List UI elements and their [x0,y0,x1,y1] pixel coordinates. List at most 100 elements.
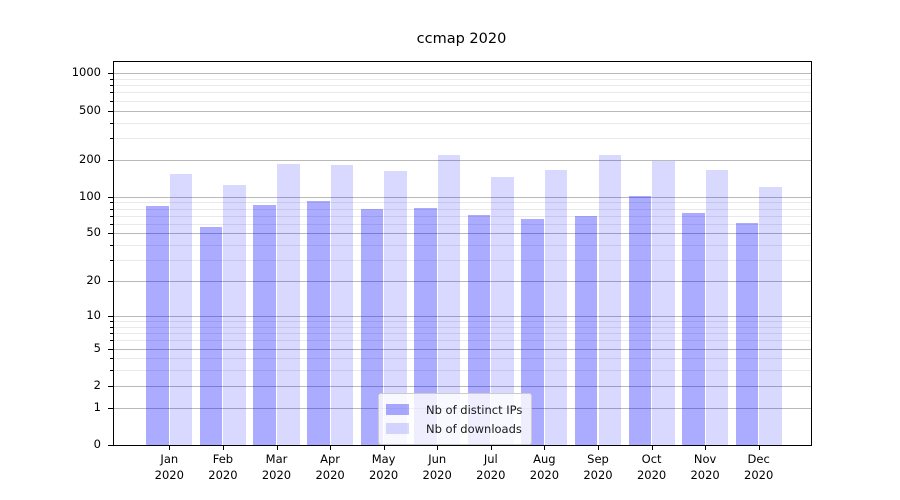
x-tick [651,446,653,450]
x-tick-label-year: 2020 [476,468,506,482]
bar-downloads-jul [491,177,514,445]
y-tick-label: 500 [79,102,101,117]
x-tick-label-month: Jun [428,452,447,466]
gridline-minor [114,326,811,328]
gridline-minor [114,202,811,204]
x-tick [544,446,546,450]
y-tick-label: 10 [86,308,101,322]
y-minor-tick [110,245,113,247]
y-minor-tick [110,223,113,225]
y-minor-tick [110,208,113,210]
x-tick [490,446,492,450]
x-tick [276,446,278,450]
x-tick [758,446,760,450]
y-minor-tick [110,122,113,124]
gridline-minor [114,260,811,262]
y-tick-label: 0 [93,437,101,451]
x-tick-label: Jun 2020 [405,451,469,483]
gridline-minor [114,340,811,342]
x-tick [383,446,385,450]
gridline-major [114,385,811,387]
x-tick-label-month: Sep [587,452,609,466]
bar-distinct-ips-jun [414,207,437,445]
x-tick-label-year: 2020 [529,468,560,482]
x-tick [705,446,707,450]
x-tick-label-year: 2020 [744,468,774,482]
bar-downloads-feb [223,184,246,445]
x-tick [169,446,171,450]
y-tick [108,385,113,387]
bar-downloads-jun [437,155,461,445]
bar-downloads-jan [169,174,193,445]
x-tick-label-year: 2020 [208,468,238,482]
gridline-major [114,233,811,235]
x-tick-label-month: Nov [693,452,717,466]
legend-item-downloads: Nb of downloads [386,419,522,438]
bar-distinct-ips-may [360,208,384,445]
y-minor-tick [110,78,113,80]
y-tick-label: 50 [86,225,101,240]
gridline-minor [114,78,811,80]
gridline-major [114,316,811,317]
y-minor-tick [110,340,113,342]
gridline-minor [114,333,811,335]
legend-label-distinct-ips: Nb of distinct IPs [426,402,523,417]
gridline-major [114,196,811,198]
x-tick-label: Aug 2020 [512,451,576,483]
x-tick-label-year: 2020 [368,468,399,482]
x-tick-label-month: Aug [533,452,556,466]
x-tick-label-year: 2020 [583,468,613,482]
bar-distinct-ips-aug [521,218,544,445]
bar-downloads-apr [330,164,354,445]
x-tick-label-month: Apr [320,452,341,466]
bar-downloads-sep [598,155,622,445]
y-tick [108,348,113,350]
x-tick-label-month: Dec [747,452,770,466]
bar-distinct-ips-feb [199,226,223,445]
bar-downloads-dec [759,187,782,445]
y-minor-tick [110,370,113,372]
y-tick-label: 200 [79,151,101,166]
gridline-minor [114,321,811,323]
x-tick-label: Sep 2020 [566,451,630,483]
y-minor-tick [110,321,113,323]
gridline-minor [114,370,811,372]
x-tick [222,446,224,450]
y-tick-label: 1000 [71,65,101,80]
y-tick [108,281,113,283]
x-tick [330,446,332,450]
legend-swatch-downloads [386,423,409,434]
y-minor-tick [110,260,113,262]
gridline-minor [114,358,811,360]
x-tick-label: Oct 2020 [620,451,684,483]
y-minor-tick [110,137,113,139]
x-tick-label-month: May [371,452,396,466]
x-tick-label-month: Jan [160,452,179,466]
x-tick-label: Mar 2020 [245,451,309,483]
x-tick [598,446,599,450]
y-tick-label: 20 [86,273,101,288]
bar-distinct-ips-jan [146,206,169,445]
x-tick-label: May 2020 [352,451,416,483]
bar-downloads-may [384,171,407,445]
y-minor-tick [110,100,113,102]
y-minor-tick [110,92,113,94]
y-tick-label: 1 [93,399,101,414]
bar-downloads-oct [652,160,675,445]
legend: Nb of distinct IPs Nb of downloads [378,393,533,445]
gridline-minor [114,92,811,94]
x-tick-label: Feb 2020 [191,451,255,483]
bar-distinct-ips-oct [628,196,652,445]
y-minor-tick [110,326,113,328]
bar-distinct-ips-dec [735,222,759,445]
chart-title: ccmap 2020 [416,31,507,47]
y-tick-label: 100 [79,188,101,203]
y-minor-tick [110,358,113,360]
y-tick [108,445,113,446]
x-tick-label-month: Mar [265,452,288,466]
gridline-minor [114,137,811,139]
x-tick-label: Dec 2020 [727,451,791,483]
bar-downloads-nov [705,169,729,445]
gridline-major [114,159,811,161]
